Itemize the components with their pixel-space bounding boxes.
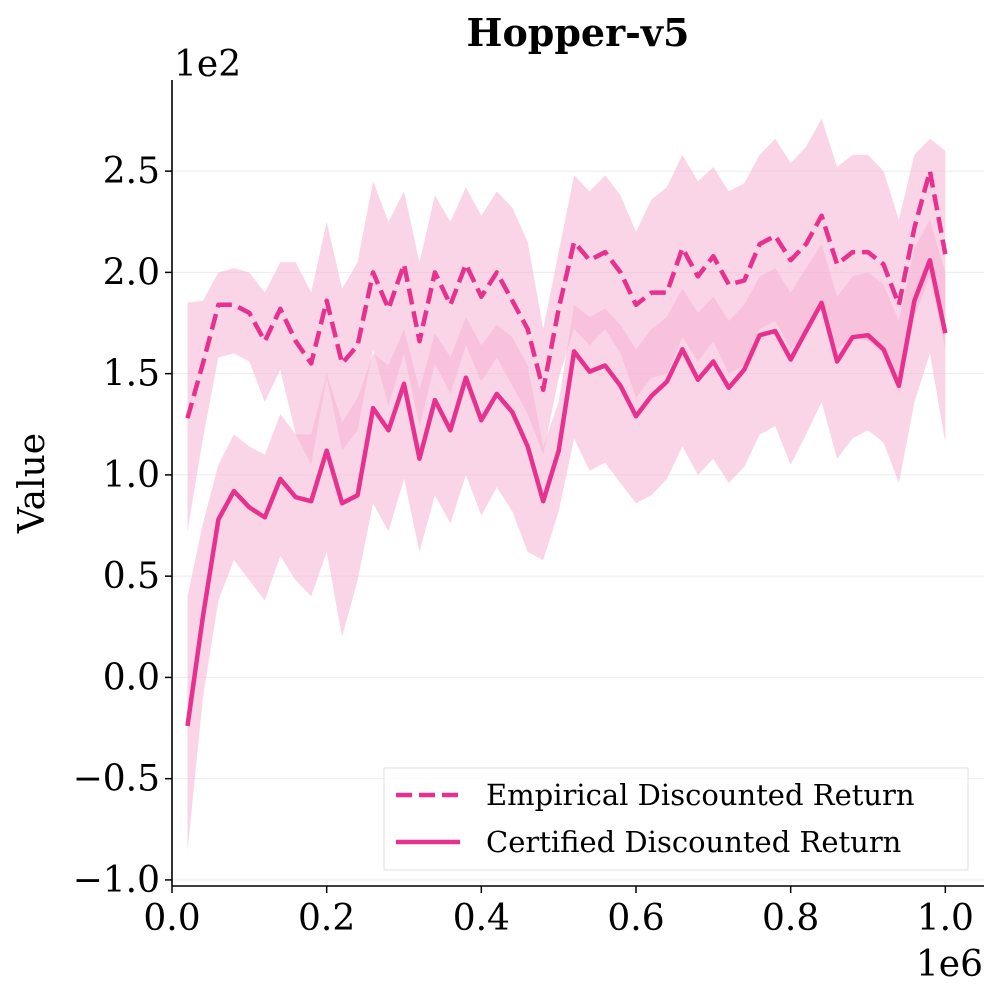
line-series-0 (185, 168, 948, 419)
y-tick-label-4: 1.0 (103, 455, 160, 496)
chart-title: Hopper-v5 (467, 10, 690, 55)
legend-box (383, 767, 969, 871)
x-tick-label-2: 0.4 (453, 898, 510, 939)
axes (171, 80, 984, 887)
x-ticks: 0.0 0.2 0.4 0.6 0.8 1.0 (143, 886, 974, 939)
legend-label-empirical: Empirical Discounted Return (486, 778, 915, 812)
y-offset-label: 1e2 (174, 44, 241, 85)
line-series-1 (185, 257, 948, 727)
y-axis-label: Value (12, 433, 53, 534)
legend-label-certified: Certified Discounted Return (486, 825, 901, 859)
y-tick-label-2: 0.0 (103, 657, 160, 698)
y-tick-label-1: −0.5 (73, 759, 160, 800)
band-series-0 (187, 118, 946, 532)
y-tick-label-3: 0.5 (103, 556, 160, 597)
x-offset-label: 1e6 (916, 944, 983, 985)
y-tick-label-0: −1.0 (73, 860, 160, 901)
x-tick-label-1: 0.2 (298, 898, 355, 939)
x-tick-label-0: 0.0 (143, 898, 200, 939)
y-tick-label-5: 1.5 (103, 354, 160, 395)
y-tick-label-6: 2.0 (103, 252, 160, 293)
confidence-bands (187, 118, 946, 852)
x-tick-label-3: 0.6 (607, 898, 664, 939)
y-tick-label-7: 2.5 (103, 151, 160, 192)
legend: Empirical Discounted Return Certified Di… (383, 767, 969, 871)
series-lines (185, 168, 948, 727)
band-series-1 (187, 219, 946, 852)
x-tick-label-5: 1.0 (917, 898, 974, 939)
y-ticks: −1.0 −0.5 0.0 0.5 1.0 1.5 2.0 2.5 (73, 151, 172, 901)
x-tick-label-4: 0.8 (762, 898, 819, 939)
